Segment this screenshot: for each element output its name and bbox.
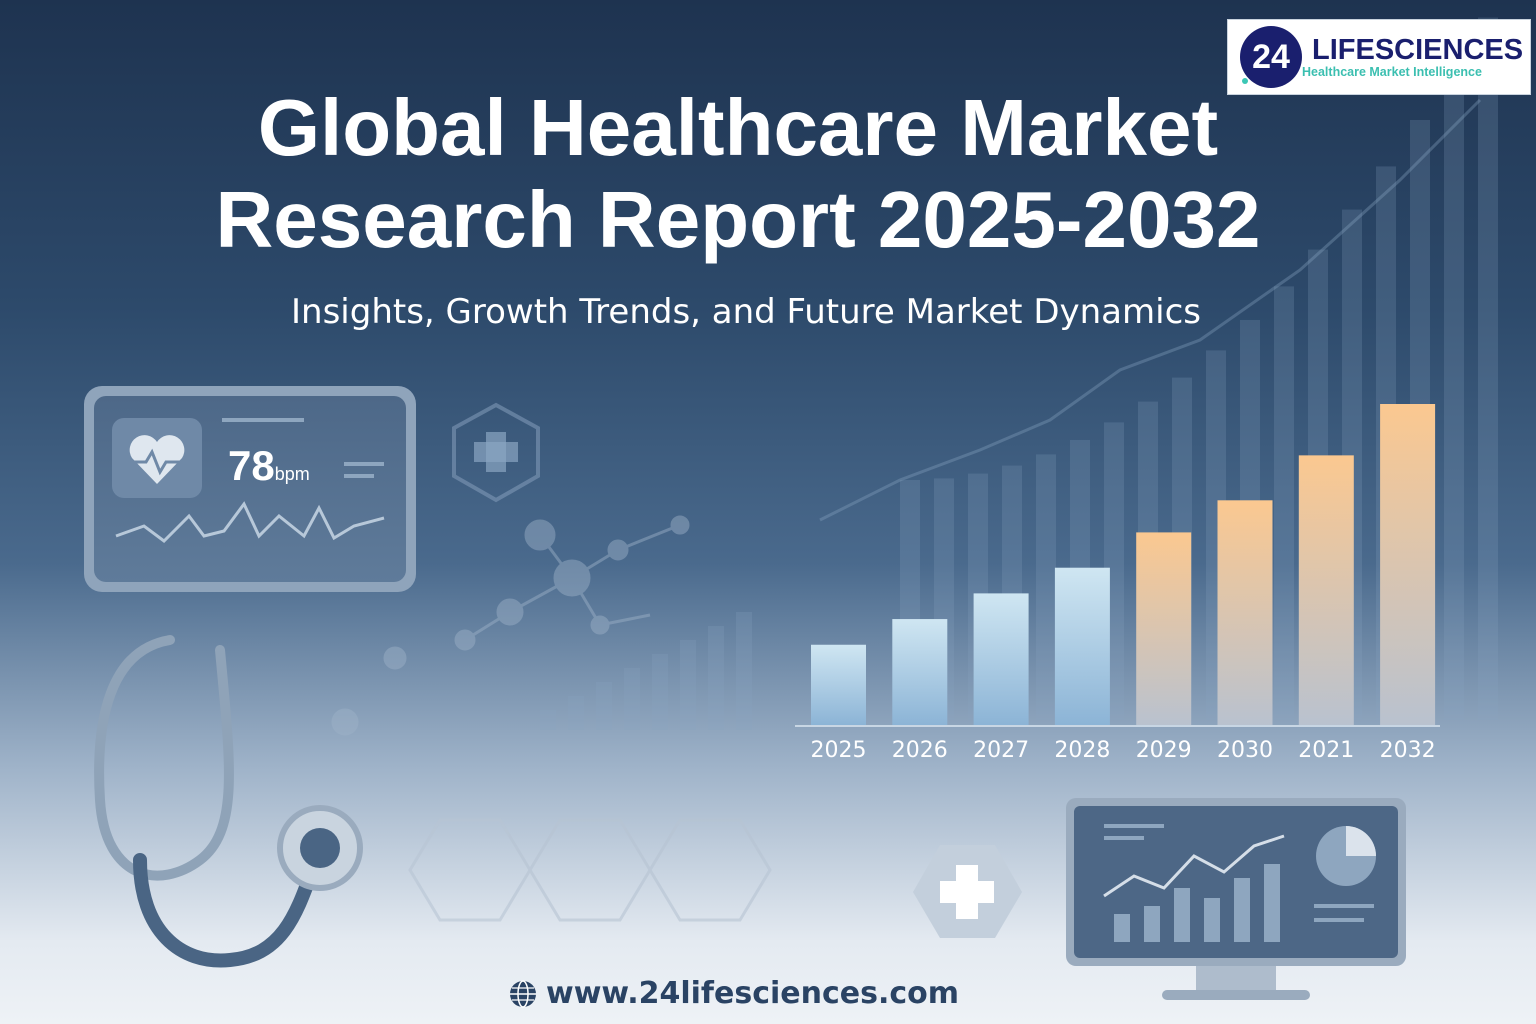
mini-bar-chart: [1114, 864, 1280, 942]
title-line-1: Global Healthcare Market: [257, 83, 1219, 172]
logo-brand: LIFESCIENCES: [1312, 34, 1524, 66]
ecg-waveform: [115, 501, 385, 543]
heart-rate-readout: 78bpm: [228, 442, 310, 489]
logo-tagline: Healthcare Market Intelligence: [1302, 65, 1482, 79]
stethoscope-icon: [94, 635, 363, 968]
hexagon-network-decor: [408, 818, 772, 922]
page-title: Global Healthcare Market Research Report…: [0, 82, 1476, 266]
title-line-2: Research Report 2025-2032: [215, 175, 1261, 264]
website-link[interactable]: www.24lifesciences.com: [508, 976, 959, 1011]
heart-rate-monitor: 78bpm: [84, 386, 416, 592]
bar-2026: [892, 619, 948, 725]
x-tick-label: 2021: [1298, 738, 1355, 763]
x-tick-label: 2025: [810, 738, 867, 763]
bar-2032: [1380, 404, 1436, 725]
bar-chart: [811, 404, 1436, 725]
x-tick-label: 2026: [891, 738, 948, 763]
logo-badge: 24: [1240, 26, 1302, 88]
subtitle: Insights, Growth Trends, and Future Mark…: [291, 292, 1201, 332]
website-url[interactable]: www.24lifesciences.com: [546, 976, 959, 1011]
company-logo: 24 LIFESCIENCES Healthcare Market Intell…: [1227, 19, 1531, 95]
analytics-monitor: [1066, 798, 1406, 966]
x-tick-label: 2028: [1054, 738, 1111, 763]
bar-2029: [1136, 532, 1192, 725]
x-tick-label: 2029: [1135, 738, 1192, 763]
x-tick-label: 2030: [1217, 738, 1273, 763]
bar-2030: [1217, 500, 1273, 725]
x-tick-label: 2032: [1379, 738, 1436, 763]
monitor-stand: [1196, 966, 1276, 990]
x-tick-label: 2027: [973, 738, 1030, 763]
bar-2021: [1298, 455, 1354, 725]
monitor-base: [1162, 990, 1310, 1000]
bar-2027: [973, 593, 1029, 725]
globe-icon: [510, 979, 536, 1008]
background-trend-line: [819, 98, 1482, 522]
bar-2028: [1054, 567, 1110, 725]
molecule-decor: [331, 515, 690, 736]
bar-2025: [811, 644, 866, 725]
medical-cross-hexagon-icon: [452, 402, 540, 503]
